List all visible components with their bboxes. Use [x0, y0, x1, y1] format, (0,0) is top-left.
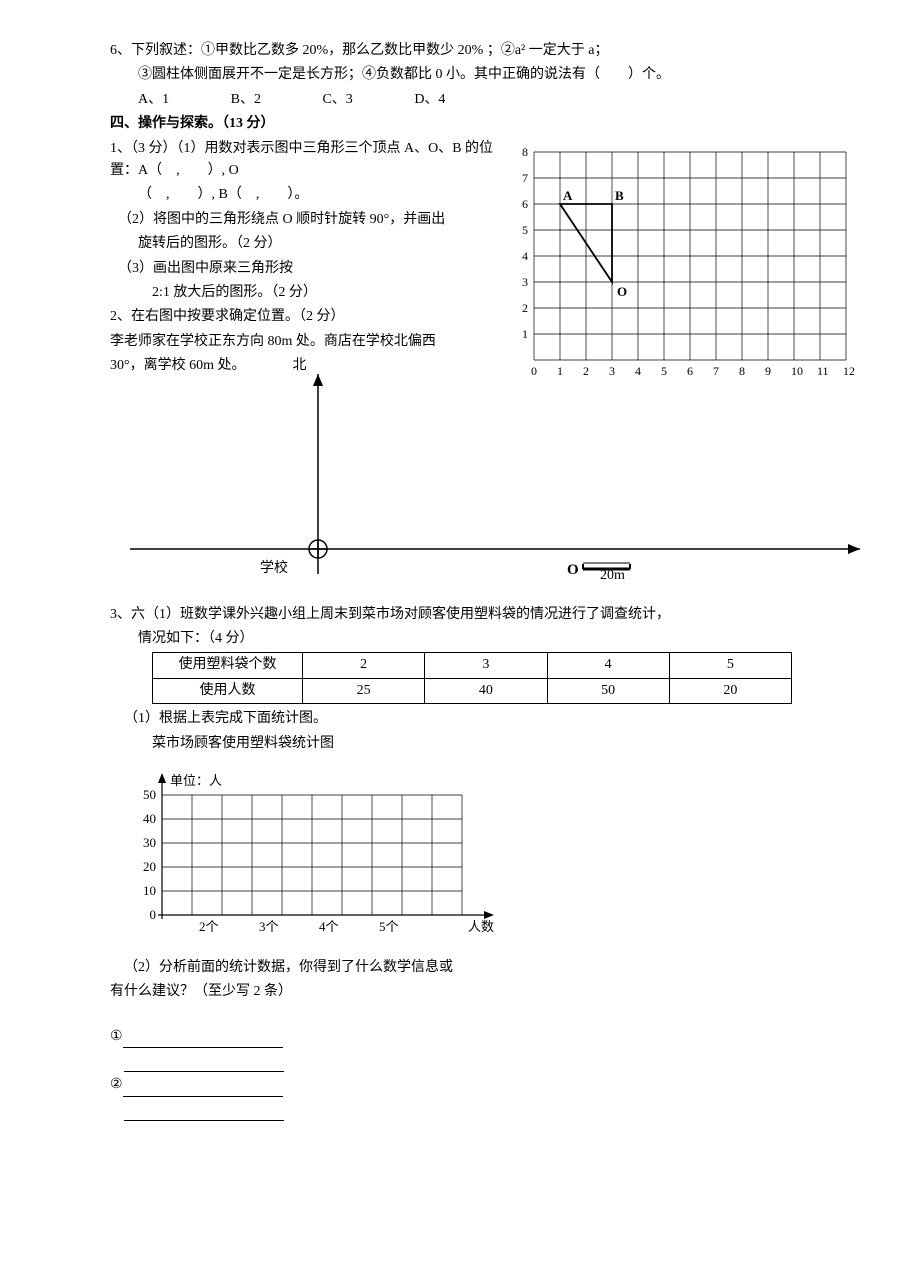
svg-text:3: 3 [522, 275, 528, 289]
q6-choices: A、1 B、2 C、3 D、4 [110, 89, 860, 111]
svg-text:3个: 3个 [259, 919, 279, 934]
answer-1: ① [110, 1026, 860, 1048]
q3-line2: 情况如下：（4 分） [110, 628, 860, 650]
svg-text:B: B [615, 188, 624, 203]
svg-text:30: 30 [143, 835, 156, 850]
choice-b: B、2 [231, 89, 261, 111]
school-label: 学校 [260, 559, 288, 576]
svg-text:单位：人: 单位：人 [170, 773, 222, 788]
q3-line1: 3、六（1）班数学课外兴趣小组上周末到菜市场对顾客使用塑料袋的情况进行了调查统计… [110, 604, 860, 626]
svg-text:20m: 20m [600, 568, 625, 583]
choice-c: C、3 [322, 89, 352, 111]
section4-title: 四、操作与探索。（13 分） [110, 113, 860, 135]
svg-text:0: 0 [150, 907, 157, 922]
svg-text:人数: 人数 [468, 919, 494, 934]
svg-text:2个: 2个 [199, 919, 219, 934]
svg-text:5: 5 [522, 223, 528, 237]
svg-text:40: 40 [143, 811, 156, 826]
q3-sub2: （2）分析前面的统计数据，你得到了什么数学信息或 [110, 957, 860, 979]
svg-text:20: 20 [143, 859, 156, 874]
answer-2: ② [110, 1074, 860, 1096]
q3-sub2b: 有什么建议？（至少写 2 条） [110, 981, 860, 1003]
svg-text:O: O [567, 562, 579, 578]
svg-text:4: 4 [522, 249, 528, 263]
svg-text:50: 50 [143, 787, 156, 802]
svg-text:A: A [563, 188, 573, 203]
svg-text:4个: 4个 [319, 919, 339, 934]
svg-text:O: O [617, 284, 627, 299]
north-label: 北 [293, 358, 307, 373]
svg-text:7: 7 [522, 171, 528, 185]
choice-a: A、1 [138, 89, 169, 111]
q6-line1: 6、下列叙述：①甲数比乙数多 20%，那么乙数比甲数少 20% ；②a² 一定大… [110, 40, 860, 62]
q6-line2: ③圆柱体侧面展开不一定是长方形；④负数都比 0 小。其中正确的说法有（ ）个。 [110, 64, 860, 86]
q3-chart-title: 菜市场顾客使用塑料袋统计图 [110, 733, 860, 755]
bar-chart-grid: 0 10 20 30 40 50 2个 3个 4个 5个 单位：人人数 [120, 757, 540, 957]
svg-text:8: 8 [522, 145, 528, 159]
svg-text:10: 10 [143, 883, 156, 898]
choice-d: D、4 [414, 89, 445, 111]
coordinate-grid-figure: 012345678910111212345678ABO [512, 138, 860, 384]
svg-text:5个: 5个 [379, 919, 399, 934]
svg-text:2: 2 [522, 301, 528, 315]
q3-sub1: （1）根据上表完成下面统计图。 [110, 708, 860, 730]
svg-text:1: 1 [522, 327, 528, 341]
survey-table: 使用塑料袋个数 2 3 4 5 使用人数 25 40 50 20 [152, 652, 792, 704]
direction-figure: 学校 O 20m [100, 374, 880, 604]
svg-text:6: 6 [522, 197, 528, 211]
